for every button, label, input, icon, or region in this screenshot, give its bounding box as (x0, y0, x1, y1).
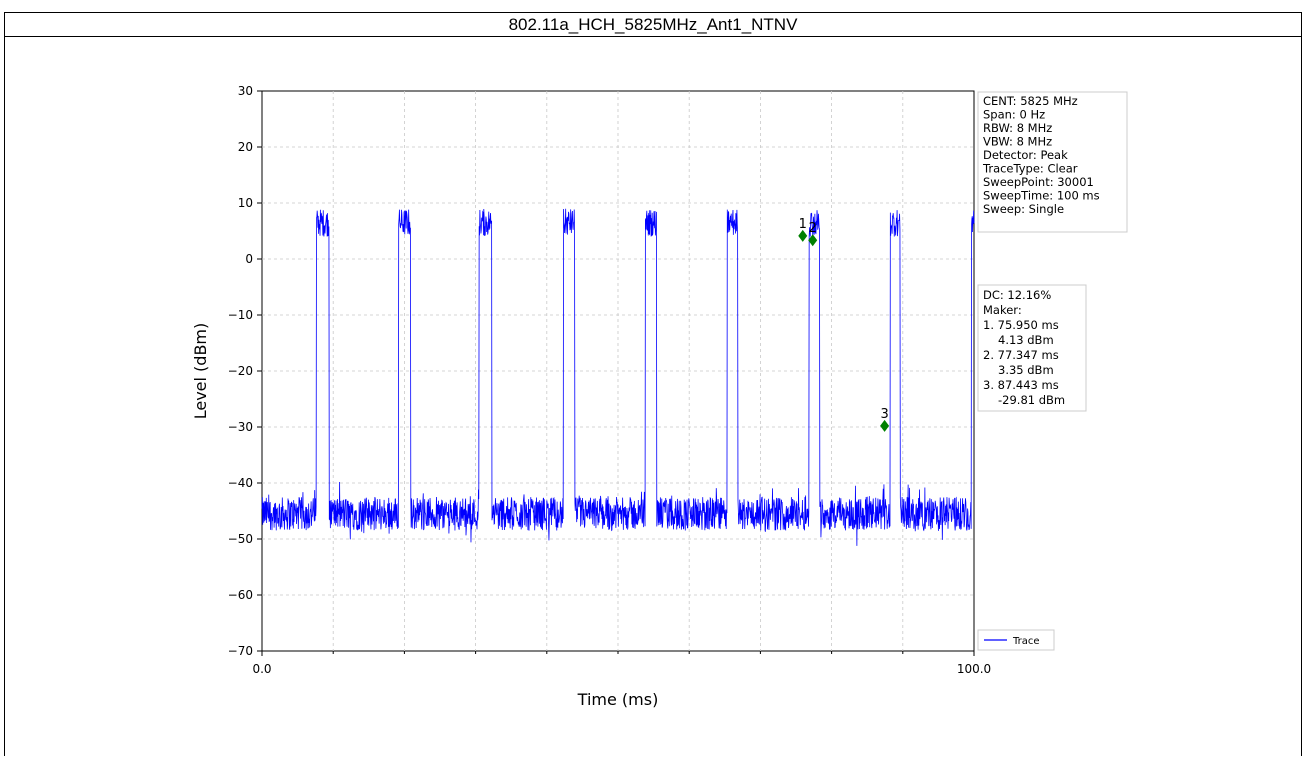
marker-info-line: DC: 12.16% (983, 288, 1051, 302)
marker-info-line: 3.35 dBm (998, 363, 1054, 377)
figure-frame: 802.11a_HCH_5825MHz_Ant1_NTNV (4, 12, 1302, 756)
y-tick-label: 0 (245, 252, 253, 266)
info-line: RBW: 8 MHz (983, 121, 1052, 135)
info-line: SweepTime: 100 ms (983, 189, 1100, 203)
x-axis-ticks: 0.0 100.0 (252, 651, 991, 676)
x-axis-label: Time (ms) (577, 690, 659, 709)
legend: Trace (977, 629, 1055, 651)
marker-label-2: 2 (809, 221, 817, 236)
marker-box-frame (977, 284, 1087, 412)
y-tick-label: 30 (238, 84, 253, 98)
x-tick-label: 0.0 (252, 662, 271, 676)
page-title: 802.11a_HCH_5825MHz_Ant1_NTNV (5, 13, 1301, 37)
legend-label: Trace (1012, 636, 1040, 647)
y-axis-ticks: 30 20 10 0 −10 −20 −30 −40 −50 −60 −70 (228, 84, 262, 658)
marker-2 (808, 234, 818, 247)
info-line: Sweep: Single (983, 202, 1064, 216)
marker-label-1: 1 (799, 217, 807, 232)
info-line: Detector: Peak (983, 148, 1068, 162)
y-tick-label: 10 (238, 196, 253, 210)
marker-info-line: 3. 87.443 ms (983, 378, 1059, 392)
info-line: CENT: 5825 MHz (983, 94, 1078, 108)
marker-1 (798, 229, 808, 242)
y-axis-label: Level (dBm) (191, 323, 210, 420)
marker-3 (880, 419, 890, 432)
legend-frame (977, 629, 1055, 651)
y-tick-label: −70 (228, 644, 253, 658)
trace-line (261, 208, 975, 546)
y-tick-label: −40 (228, 476, 253, 490)
marker-info-line: -29.81 dBm (998, 393, 1065, 407)
y-tick-label: −20 (228, 364, 253, 378)
grid-lines (262, 91, 974, 651)
y-tick-label: −50 (228, 532, 253, 546)
y-tick-label: −30 (228, 420, 253, 434)
info-line: TraceType: Clear (982, 162, 1078, 176)
y-tick-label: −60 (228, 588, 253, 602)
marker-info-line: Maker: (983, 303, 1022, 317)
marker-info-line: 4.13 dBm (998, 333, 1054, 347)
y-tick-label: 20 (238, 140, 253, 154)
info-line: VBW: 8 MHz (983, 135, 1052, 149)
info-box-frame (977, 91, 1128, 233)
markers: 1 2 3 (798, 217, 890, 432)
marker-info-line: 2. 77.347 ms (983, 348, 1059, 362)
marker-label-3: 3 (880, 407, 888, 422)
info-line: Span: 0 Hz (983, 108, 1045, 122)
x-tick-label: 100.0 (957, 662, 991, 676)
marker-info-line: 1. 75.950 ms (983, 318, 1059, 332)
info-line: SweepPoint: 30001 (983, 175, 1094, 189)
y-tick-label: −10 (228, 308, 253, 322)
trace-series (261, 208, 975, 546)
